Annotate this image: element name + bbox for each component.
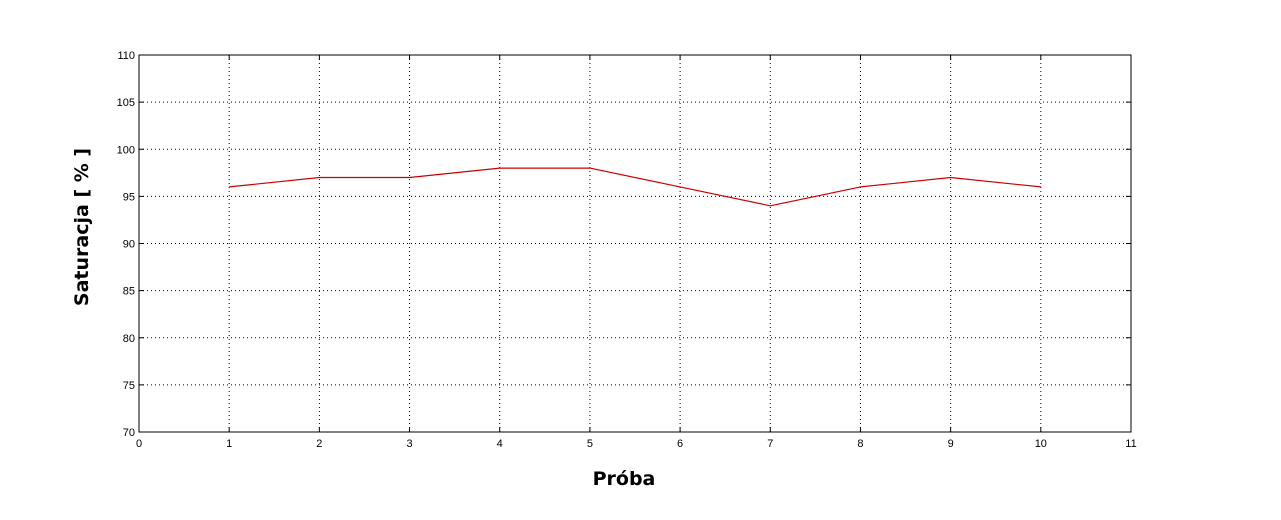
x-tick-label: 3 (406, 438, 412, 450)
x-tick-label: 1 (226, 438, 232, 450)
series-line (229, 167, 1041, 207)
y-tick-label: 70 (123, 427, 135, 439)
y-tick-label: 105 (117, 97, 135, 109)
x-tick-label: 8 (857, 438, 863, 450)
y-tick-label: 110 (117, 50, 135, 62)
y-tick-label: 85 (123, 286, 135, 298)
x-tick-label: 4 (497, 438, 503, 450)
x-tick-label: 7 (767, 438, 773, 450)
x-tick-label: 0 (136, 438, 142, 450)
y-axis-tick-labels: 70 75 80 85 90 95 100 105 110 (117, 50, 135, 439)
x-axis-title: Próba (593, 468, 656, 490)
y-axis-title: Saturacja [ % ] (71, 148, 93, 306)
x-tick-label: 11 (1125, 438, 1136, 450)
x-tick-label: 6 (677, 438, 683, 450)
x-tick-label: 9 (948, 438, 954, 450)
x-tick-label: 10 (1035, 438, 1047, 450)
series-layer (229, 167, 1041, 207)
y-tick-label: 95 (123, 191, 135, 203)
y-tick-label: 80 (123, 333, 135, 345)
y-tick-label: 75 (123, 380, 135, 392)
y-tick-label: 100 (117, 144, 135, 156)
x-tick-label: 2 (316, 438, 322, 450)
y-tick-label: 90 (123, 239, 135, 251)
axis-ticks (138, 54, 1132, 433)
grid (139, 55, 1131, 432)
x-tick-label: 5 (587, 438, 593, 450)
x-axis-tick-labels: 0 1 2 3 4 5 6 7 8 9 10 11 (136, 438, 1137, 450)
